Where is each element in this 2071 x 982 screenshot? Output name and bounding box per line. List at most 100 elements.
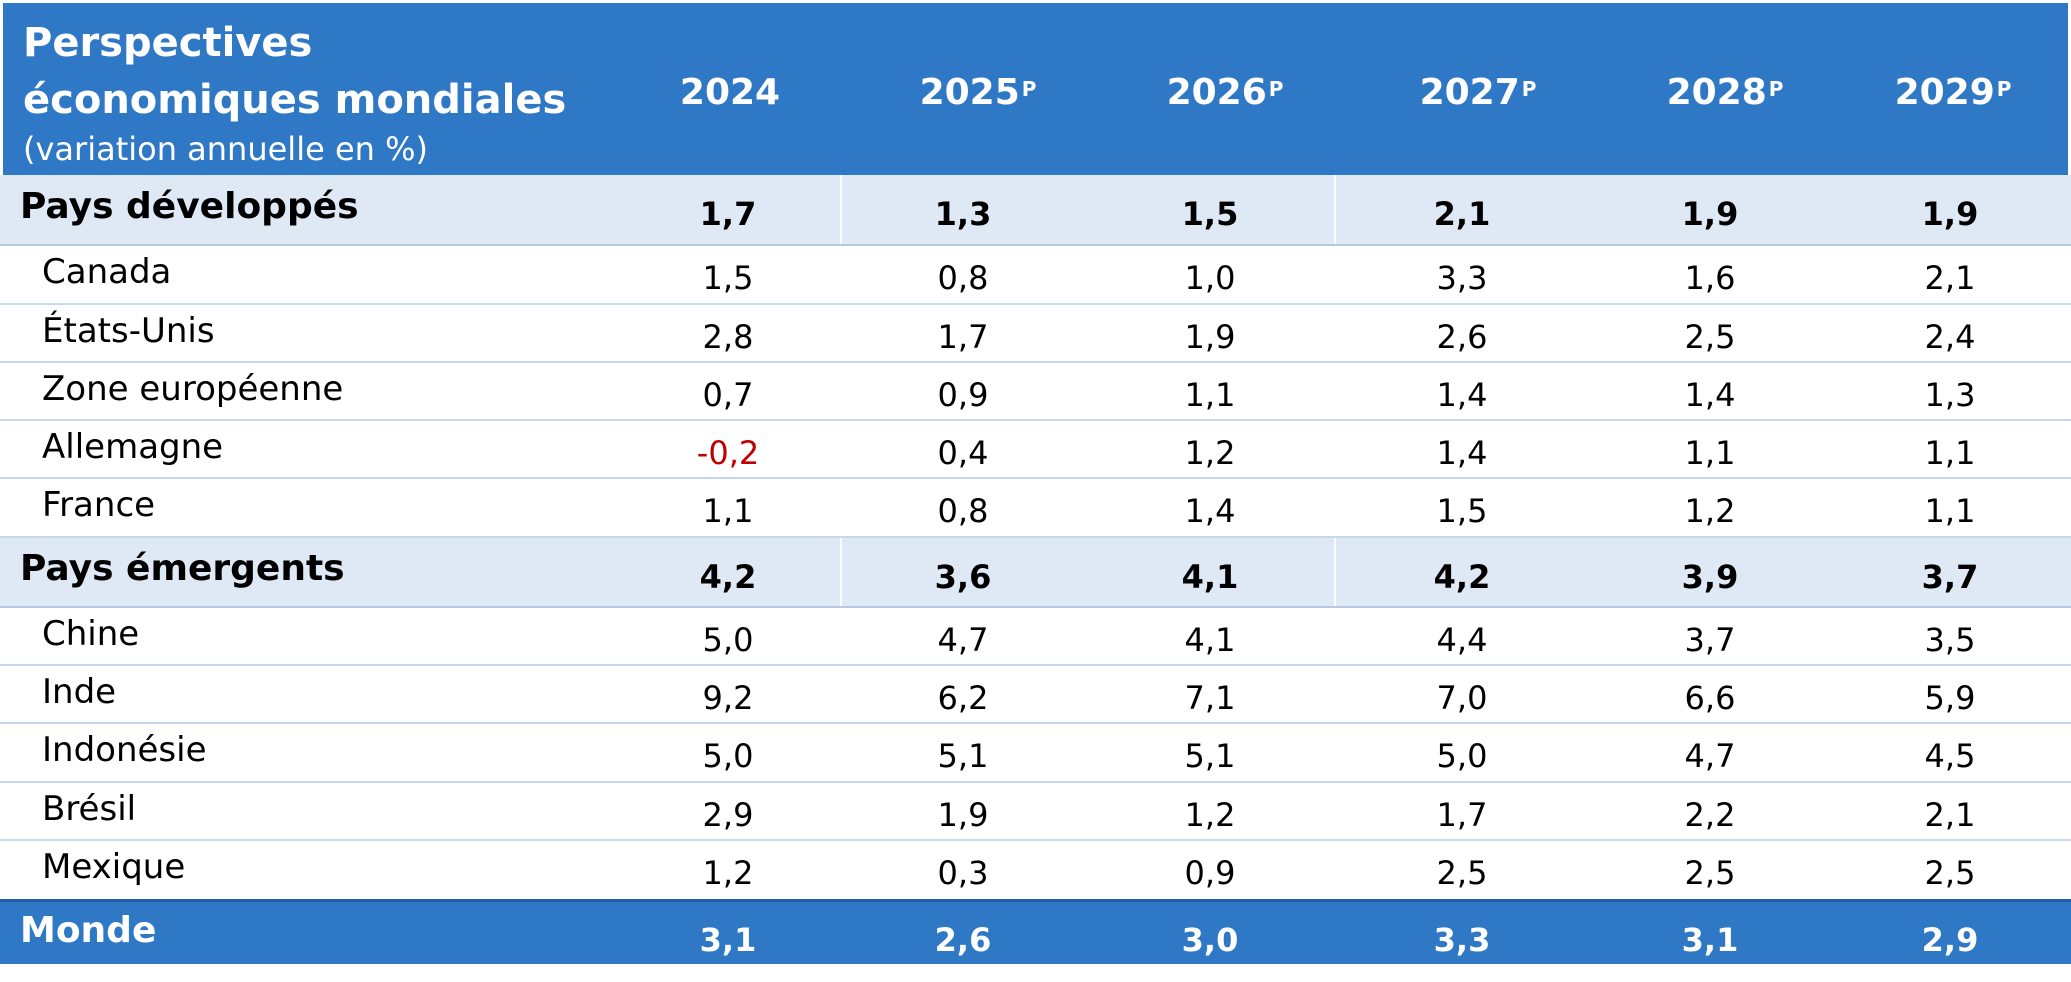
row-label-developed: Pays développés	[20, 186, 359, 227]
table-row-brazil: Brésil 2,9 1,9 1,2 1,7 2,2 2,1	[0, 783, 2071, 841]
value-france-2026: 1,4	[1184, 492, 1236, 530]
value-india-2027: 7,0	[1436, 679, 1488, 717]
value-indonesia-2027: 5,0	[1436, 737, 1488, 775]
table-row-emerging-group: Pays émergents 4,2 3,6 4,1 4,2 3,9 3,7	[0, 538, 2071, 608]
value-china-2024: 5,0	[702, 621, 754, 659]
value-canada-2027: 3,3	[1436, 259, 1488, 297]
value-developed-2029: 1,9	[1921, 195, 1979, 233]
value-emerging-2029: 3,7	[1921, 558, 1979, 596]
value-france-2027: 1,5	[1436, 492, 1488, 530]
value-world-2026: 3,0	[1181, 921, 1239, 959]
table-row-germany: Allemagne -0,2 0,4 1,2 1,4 1,1 1,1	[0, 421, 2071, 479]
column-divider	[1334, 175, 1336, 244]
table-row-developed-group: Pays développés 1,7 1,3 1,5 2,1 1,9 1,9	[0, 175, 2071, 246]
value-china-2025: 4,7	[937, 621, 989, 659]
value-world-2027: 3,3	[1433, 921, 1491, 959]
column-divider	[840, 175, 842, 244]
value-mexico-2029: 2,5	[1924, 854, 1976, 892]
value-eurozone-2028: 1,4	[1684, 376, 1736, 414]
year-header-2024: 2024	[679, 72, 781, 113]
value-france-2025: 0,8	[937, 492, 989, 530]
table-row-mexico: Mexique 1,2 0,3 0,9 2,5 2,5 2,5	[0, 841, 2071, 899]
value-france-2024: 1,1	[702, 492, 754, 530]
value-eurozone-2029: 1,3	[1924, 376, 1976, 414]
value-germany-2026: 1,2	[1184, 434, 1236, 472]
value-indonesia-2024: 5,0	[702, 737, 754, 775]
value-france-2029: 1,1	[1924, 492, 1976, 530]
value-mexico-2024: 1,2	[702, 854, 754, 892]
year-header-2025: 2025 P	[919, 72, 1037, 113]
value-china-2028: 3,7	[1684, 621, 1736, 659]
column-divider	[840, 538, 842, 606]
row-label-world: Monde	[20, 910, 157, 951]
value-china-2026: 4,1	[1184, 621, 1236, 659]
value-germany-2025: 0,4	[937, 434, 989, 472]
value-china-2029: 3,5	[1924, 621, 1976, 659]
row-label-emerging: Pays émergents	[20, 548, 345, 589]
value-canada-2029: 2,1	[1924, 259, 1976, 297]
table-row-usa: États-Unis 2,8 1,7 1,9 2,6 2,5 2,4	[0, 305, 2071, 363]
value-indonesia-2026: 5,1	[1184, 737, 1236, 775]
value-germany-2027: 1,4	[1436, 434, 1488, 472]
value-germany-2029: 1,1	[1924, 434, 1976, 472]
year-header-2028: 2028 P	[1666, 72, 1784, 113]
column-divider	[1334, 538, 1336, 606]
value-emerging-2026: 4,1	[1181, 558, 1239, 596]
table-row-france: France 1,1 0,8 1,4 1,5 1,2 1,1	[0, 479, 2071, 538]
value-mexico-2025: 0,3	[937, 854, 989, 892]
value-india-2028: 6,6	[1684, 679, 1736, 717]
value-brazil-2026: 1,2	[1184, 796, 1236, 834]
value-developed-2024: 1,7	[699, 195, 757, 233]
value-eurozone-2027: 1,4	[1436, 376, 1488, 414]
value-indonesia-2029: 4,5	[1924, 737, 1976, 775]
value-brazil-2029: 2,1	[1924, 796, 1976, 834]
value-usa-2026: 1,9	[1184, 318, 1236, 356]
value-emerging-2025: 3,6	[934, 558, 992, 596]
value-world-2024: 3,1	[699, 921, 757, 959]
year-header-2027: 2027 P	[1419, 72, 1537, 113]
value-china-2027: 4,4	[1436, 621, 1488, 659]
row-label-canada: Canada	[42, 252, 172, 292]
row-label-indonesia: Indonésie	[42, 730, 207, 770]
value-india-2029: 5,9	[1924, 679, 1976, 717]
table-row-china: Chine 5,0 4,7 4,1 4,4 3,7 3,5	[0, 608, 2071, 666]
value-mexico-2026: 0,9	[1184, 854, 1236, 892]
value-brazil-2025: 1,9	[937, 796, 989, 834]
value-world-2028: 3,1	[1681, 921, 1739, 959]
value-brazil-2024: 2,9	[702, 796, 754, 834]
value-usa-2024: 2,8	[702, 318, 754, 356]
value-emerging-2027: 4,2	[1433, 558, 1491, 596]
year-header-2029: 2029 P	[1894, 72, 2012, 113]
table-row-world: Monde 3,1 2,6 3,0 3,3 3,1 2,9	[0, 899, 2071, 964]
value-developed-2028: 1,9	[1681, 195, 1739, 233]
value-brazil-2027: 1,7	[1436, 796, 1488, 834]
value-germany-2024: -0,2	[696, 434, 760, 472]
value-india-2026: 7,1	[1184, 679, 1236, 717]
value-germany-2028: 1,1	[1684, 434, 1736, 472]
value-brazil-2028: 2,2	[1684, 796, 1736, 834]
value-india-2024: 9,2	[702, 679, 754, 717]
row-label-france: France	[42, 485, 156, 525]
value-eurozone-2024: 0,7	[702, 376, 754, 414]
value-canada-2024: 1,5	[702, 259, 754, 297]
value-developed-2027: 2,1	[1433, 195, 1491, 233]
row-label-china: Chine	[42, 614, 140, 654]
value-emerging-2028: 3,9	[1681, 558, 1739, 596]
value-developed-2025: 1,3	[934, 195, 992, 233]
value-france-2028: 1,2	[1684, 492, 1736, 530]
table-header: Perspectives économiques mondiales (vari…	[0, 0, 2071, 175]
value-usa-2027: 2,6	[1436, 318, 1488, 356]
value-indonesia-2025: 5,1	[937, 737, 989, 775]
value-emerging-2024: 4,2	[699, 558, 757, 596]
value-usa-2025: 1,7	[937, 318, 989, 356]
row-label-germany: Allemagne	[42, 427, 224, 467]
value-canada-2026: 1,0	[1184, 259, 1236, 297]
table-row-eurozone: Zone européenne 0,7 0,9 1,1 1,4 1,4 1,3	[0, 363, 2071, 421]
row-label-eurozone: Zone européenne	[42, 369, 344, 409]
value-india-2025: 6,2	[937, 679, 989, 717]
value-usa-2029: 2,4	[1924, 318, 1976, 356]
table-subtitle: (variation annuelle en %)	[23, 130, 428, 168]
row-label-mexico: Mexique	[42, 847, 186, 887]
value-eurozone-2026: 1,1	[1184, 376, 1236, 414]
